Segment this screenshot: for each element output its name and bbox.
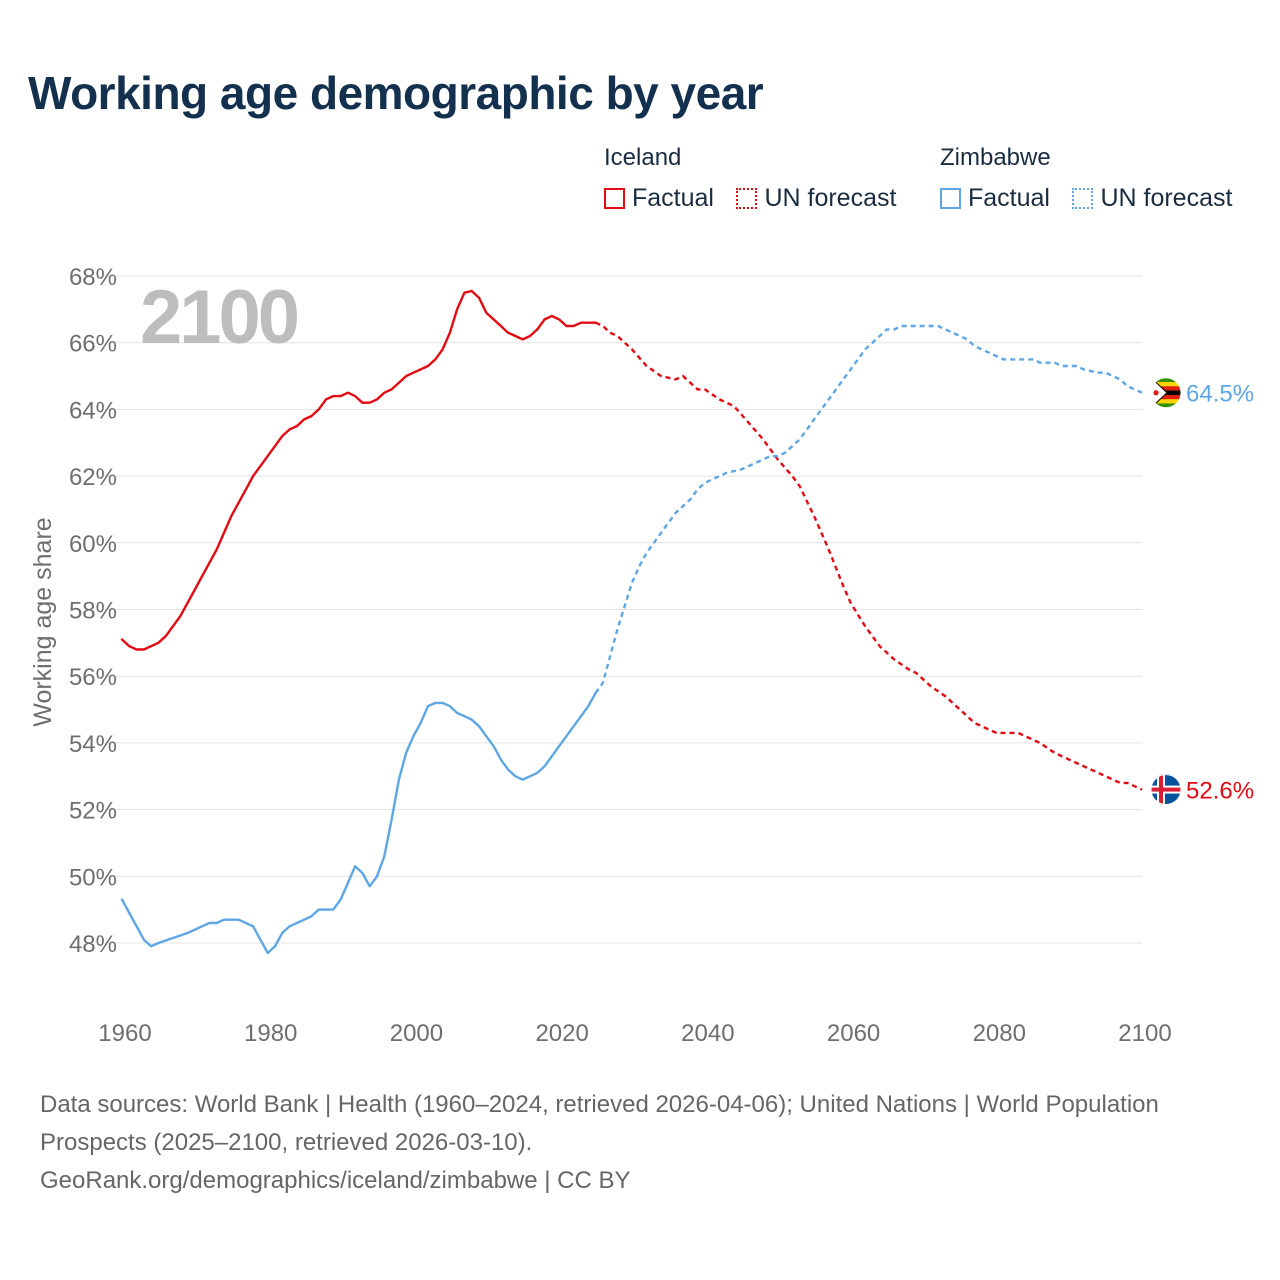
x-tick-label: 2020 xyxy=(535,1020,588,1047)
series-line-zimbabwe-factual xyxy=(120,691,597,955)
flag-stripe xyxy=(1151,378,1181,383)
legend-label: UN forecast xyxy=(764,184,897,212)
y-tick-label: 64% xyxy=(69,397,117,424)
flag-stripe xyxy=(1151,386,1181,392)
legend-swatch-dotted xyxy=(1072,188,1094,209)
legend-label: UN forecast xyxy=(1100,184,1233,212)
legend-item-iceland-factual[interactable]: Factual xyxy=(604,184,714,213)
flag-stripe xyxy=(1151,394,1181,400)
end-value-label-iceland: 52.6% xyxy=(1186,778,1254,805)
year-overlay: 2100 xyxy=(140,275,298,360)
y-tick-label: 68% xyxy=(69,264,117,291)
zimbabwe-flag-icon xyxy=(1150,377,1182,409)
flag-ring xyxy=(1150,377,1182,409)
y-tick-label: 50% xyxy=(69,864,117,891)
legend-group-label: Iceland xyxy=(604,144,682,171)
legend-swatch-solid xyxy=(604,188,625,209)
flag-ring xyxy=(1150,774,1182,806)
iceland-flag-icon xyxy=(1150,774,1182,806)
y-axis-title: Working age share xyxy=(29,517,57,726)
y-tick-label: 54% xyxy=(69,731,117,758)
legend-label: Factual xyxy=(632,184,714,212)
endpoint-layer: 52.6% 64.5% xyxy=(1150,377,1254,806)
flag-stripe xyxy=(1151,399,1181,404)
axis-layer: 48% 50% 52% 54% 56% 58% 60% 62% 64% 66% 68% 1960 198… xyxy=(69,264,1172,1047)
legend-item-iceland-forecast[interactable]: UN forecast xyxy=(736,184,896,213)
sources-text: Data sources: World Bank | Health (1960–… xyxy=(40,1091,1159,1156)
legend-swatch-dotted xyxy=(736,188,758,209)
x-tick-label: 2100 xyxy=(1118,1020,1171,1047)
y-tick-label: 66% xyxy=(69,331,117,358)
series-line-zimbabwe-forecast xyxy=(594,324,1143,694)
x-tick-label: 2040 xyxy=(681,1020,734,1047)
x-tick-label: 2080 xyxy=(973,1020,1026,1047)
line-chart: 48% 50% 52% 54% 56% 58% 60% 62% 64% 66% 68% 1960 198… xyxy=(29,264,1254,1047)
x-tick-label: 2000 xyxy=(390,1020,443,1047)
legend-group-iceland: Iceland Factual UN forecast xyxy=(604,144,914,214)
y-tick-label: 48% xyxy=(69,931,117,958)
y-tick-label: 58% xyxy=(69,598,117,625)
data-sources-note: Data sources: World Bank | Health (1960–… xyxy=(40,1086,1220,1200)
legend-label: Factual xyxy=(968,184,1050,212)
x-tick-label: 2060 xyxy=(827,1020,880,1047)
attribution-text: GeoRank.org/demographics/iceland/zimbabw… xyxy=(40,1167,631,1194)
flag-cross-red-h xyxy=(1151,787,1181,792)
legend-group-zimbabwe: Zimbabwe Factual UN forecast xyxy=(940,144,1232,214)
flag-star xyxy=(1153,390,1159,396)
series-line-iceland-factual xyxy=(120,289,597,651)
legend-swatch-solid xyxy=(940,188,961,209)
x-tick-label: 1960 xyxy=(98,1020,151,1047)
flag-stripe xyxy=(1151,382,1181,387)
y-tick-label: 62% xyxy=(69,464,117,491)
flag-stripe xyxy=(1151,403,1181,408)
legend-group-label: Zimbabwe xyxy=(940,144,1051,171)
end-value-label-zimbabwe: 64.5% xyxy=(1186,381,1254,408)
flag-clip-group xyxy=(1151,774,1181,804)
x-tick-label: 1980 xyxy=(244,1020,297,1047)
legend-item-zimbabwe-forecast[interactable]: UN forecast xyxy=(1072,184,1232,213)
series-line-iceland-forecast xyxy=(595,321,1143,791)
grid-layer xyxy=(106,275,1142,944)
chart-title: Working age demographic by year xyxy=(28,67,764,119)
flag-clip-group xyxy=(1151,378,1181,408)
series-layer xyxy=(120,289,1143,955)
legend-item-zimbabwe-factual[interactable]: Factual xyxy=(940,184,1050,213)
y-tick-label: 52% xyxy=(69,798,117,825)
y-tick-label: 60% xyxy=(69,531,117,558)
y-tick-label: 56% xyxy=(69,664,117,691)
